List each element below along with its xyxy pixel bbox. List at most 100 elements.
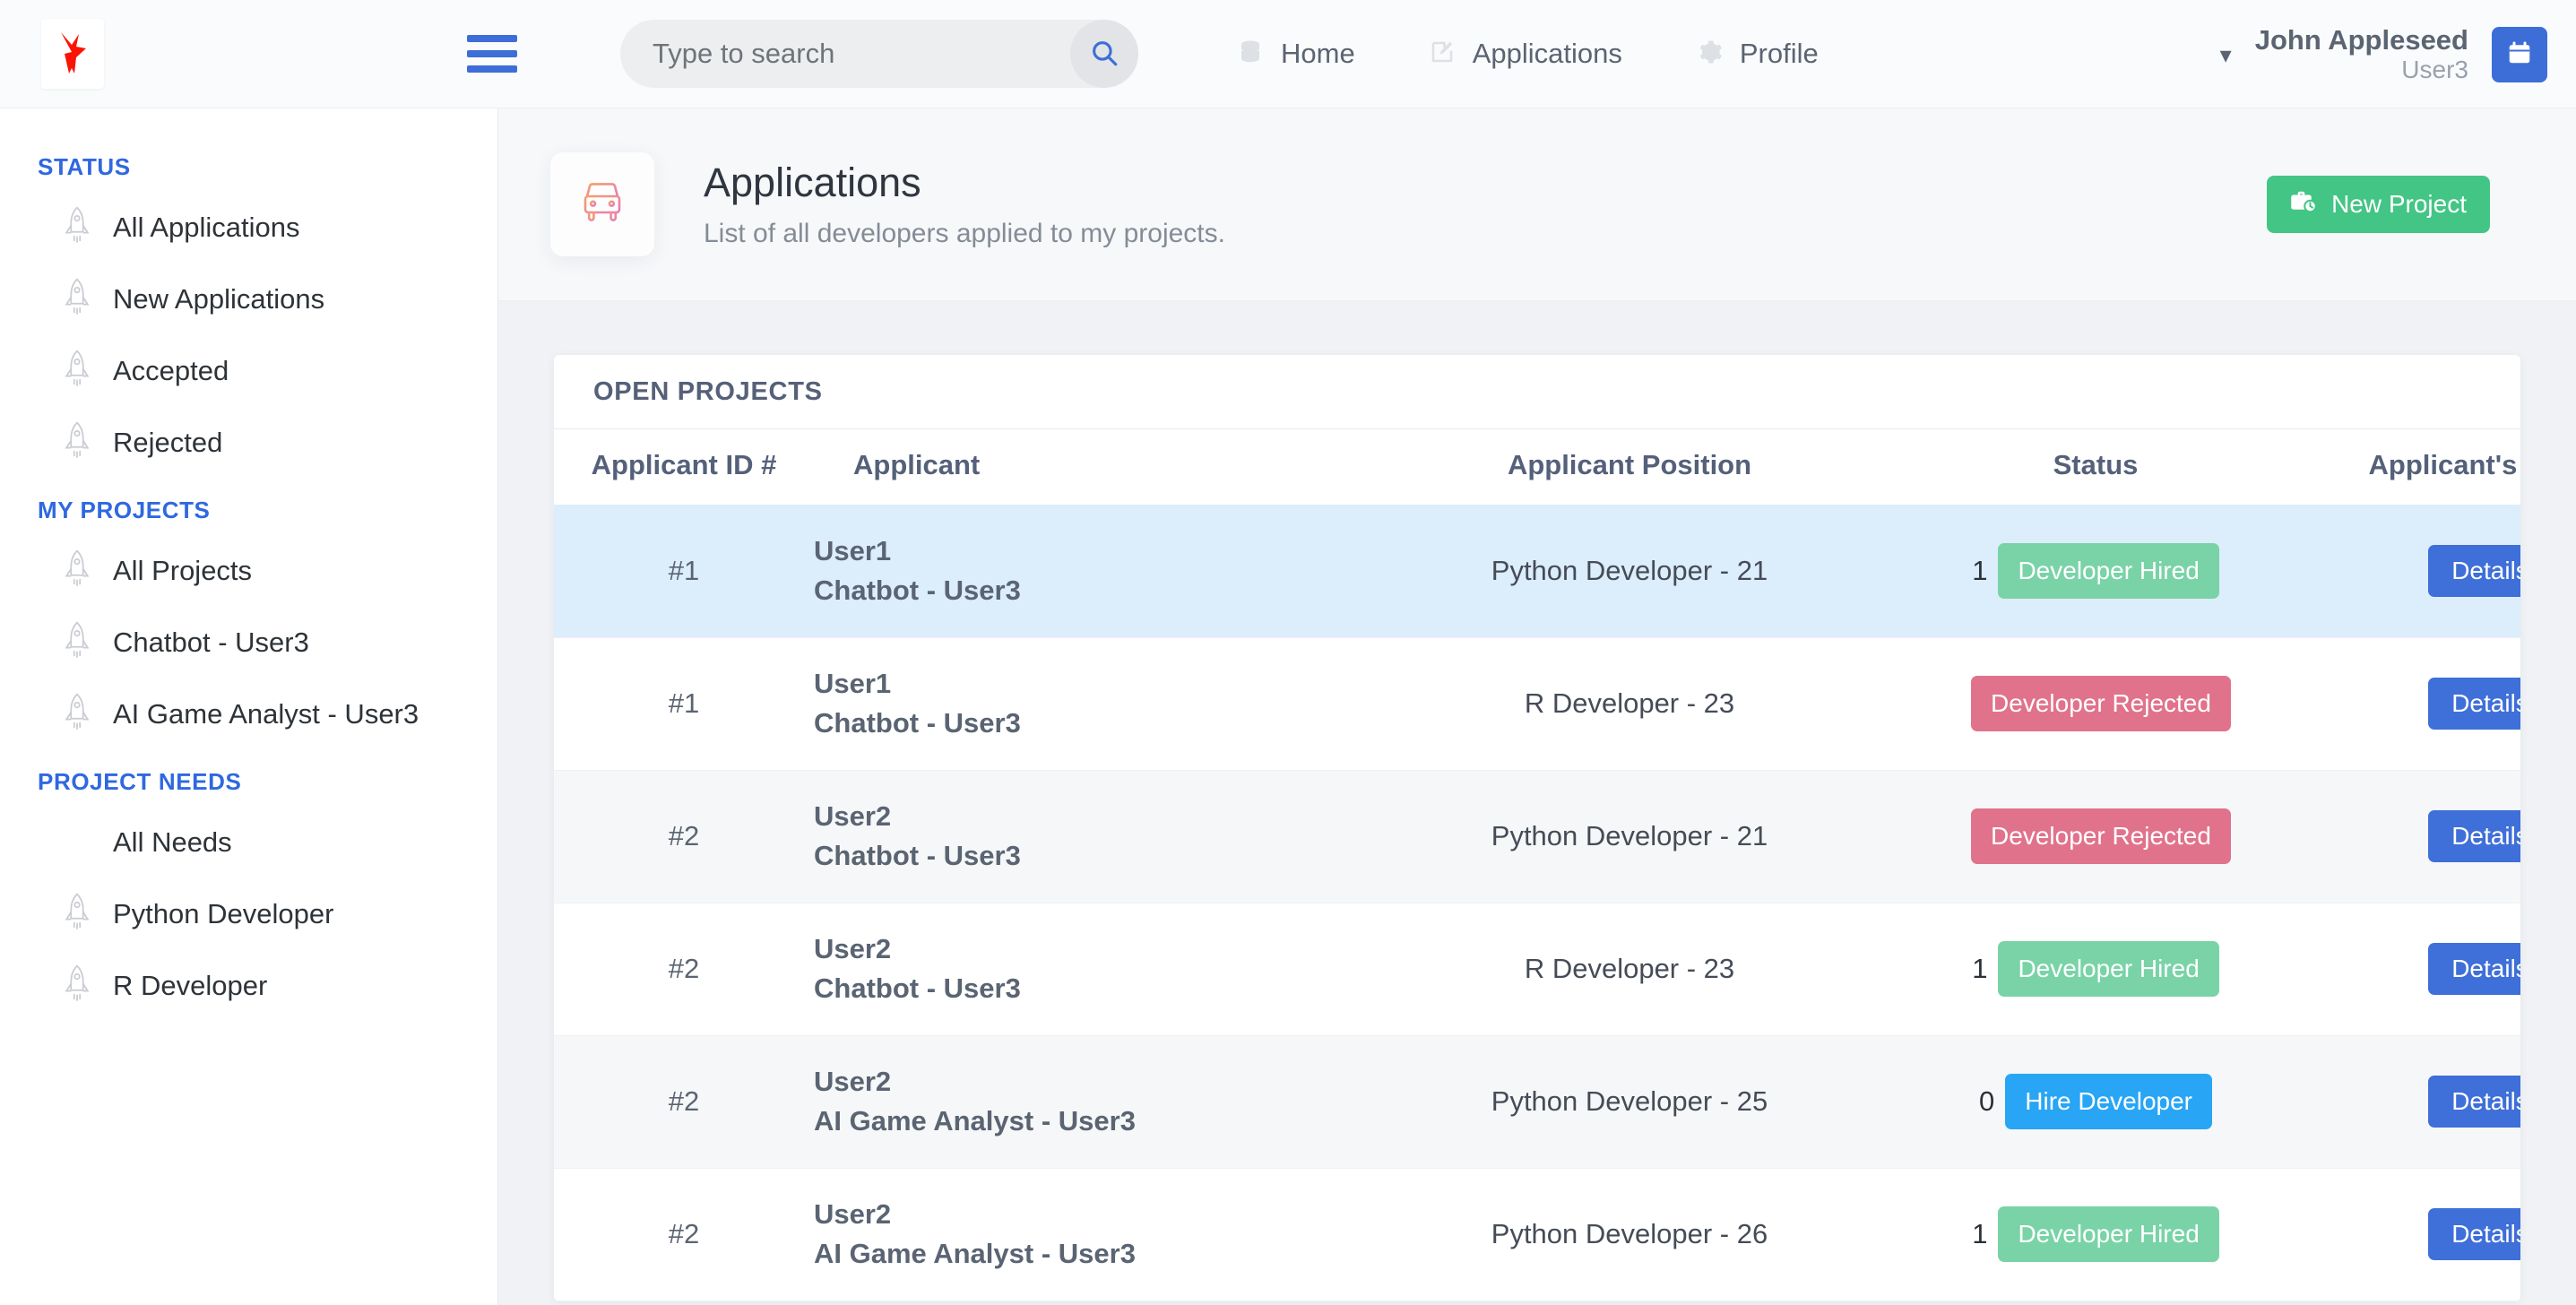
nav-item-home-label: Home (1281, 38, 1355, 69)
hamburger-menu-icon[interactable] (467, 35, 517, 73)
search-input[interactable] (620, 20, 1070, 88)
cell-status: Developer Rejected (1898, 637, 2293, 771)
card-header: OPEN PROJECTS (554, 355, 2520, 429)
rocket-icon (49, 421, 105, 464)
table-head: Applicant ID # Applicant Applicant Posit… (554, 429, 2520, 505)
applicant-name: User2 (814, 799, 892, 832)
main-navigation: Home Applications Profile (1237, 38, 1819, 70)
nav-item-profile[interactable]: Profile (1696, 38, 1819, 70)
applicant-name: User2 (814, 932, 892, 964)
card-title: OPEN PROJECTS (593, 376, 823, 406)
table-row[interactable]: #2 User2 Chatbot - User3 R Developer - 2… (554, 903, 2520, 1036)
briefcase-clock-icon (2290, 189, 2317, 220)
status-badge: Developer Rejected (1971, 808, 2231, 864)
page-icon-tile (550, 152, 654, 256)
table-body: #1 User1 Chatbot - User3 Python Develope… (554, 505, 2520, 1301)
details-button[interactable]: Details (2428, 678, 2520, 730)
cell-profile: Details (2293, 1035, 2520, 1169)
col-applicant-position: Applicant Position (1361, 429, 1898, 505)
sidebar-item-label: All Applications (113, 212, 300, 243)
user-name: John Appleseed (2254, 23, 2468, 56)
applicant-project: AI Game Analyst - User3 (814, 1238, 1136, 1269)
sidebar-item-label: AI Game Analyst - User3 (113, 698, 419, 730)
details-button[interactable]: Details (2428, 810, 2520, 862)
gear-icon (1696, 39, 1723, 70)
table-row[interactable]: #2 User2 Chatbot - User3 Python Develope… (554, 770, 2520, 903)
col-applicants-profile: Applicant's Profile (2293, 429, 2520, 505)
sidebar-item-all-needs[interactable]: All Needs (0, 807, 497, 878)
hire-developer-button[interactable]: Hire Developer (2005, 1074, 2212, 1129)
col-applicant: Applicant (814, 429, 1361, 505)
sidebar-item-python-developer[interactable]: Python Developer (0, 878, 497, 950)
col-status: Status (1898, 429, 2293, 505)
sidebar-item-label: R Developer (113, 970, 268, 1001)
sidebar-item-ai-game-analyst-user3[interactable]: AI Game Analyst - User3 (0, 678, 497, 750)
user-menu[interactable]: ▾ John Appleseed User3 (2220, 0, 2547, 108)
cell-position: Python Developer - 21 (1361, 505, 1898, 638)
new-project-button-label: New Project (2331, 190, 2467, 218)
sidebar-item-chatbot-user3[interactable]: Chatbot - User3 (0, 607, 497, 678)
sidebar-item-label: Accepted (113, 355, 229, 386)
app-logo[interactable] (41, 19, 104, 89)
cell-position: Python Developer - 25 (1361, 1035, 1898, 1169)
table-row[interactable]: #1 User1 Chatbot - User3 R Developer - 2… (554, 637, 2520, 771)
sidebar-item-new-applications[interactable]: New Applications (0, 264, 497, 335)
cell-status: 0 Hire Developer (1898, 1035, 2293, 1169)
cell-applicant: User2 AI Game Analyst - User3 (814, 1168, 1361, 1301)
applicant-project: Chatbot - User3 (814, 840, 1021, 871)
cell-applicant-id: #1 (554, 637, 814, 771)
applicant-project: Chatbot - User3 (814, 707, 1021, 739)
sidebar-item-label: New Applications (113, 283, 325, 315)
applicant-name: User2 (814, 1065, 892, 1097)
sidebar-item-label: Rejected (113, 427, 223, 458)
cell-applicant: User1 Chatbot - User3 (814, 505, 1361, 638)
cell-position: R Developer - 23 (1361, 903, 1898, 1036)
cell-applicant-id: #1 (554, 505, 814, 638)
col-applicant-id: Applicant ID # (554, 429, 814, 505)
details-button[interactable]: Details (2428, 943, 2520, 995)
table-row[interactable]: #2 User2 AI Game Analyst - User3 Python … (554, 1035, 2520, 1169)
sidebar-section-project-needs-title: PROJECT NEEDS (38, 768, 242, 795)
cell-profile: Details (2293, 637, 2520, 771)
applicant-name: User1 (814, 667, 892, 699)
cell-profile: Details (2293, 1168, 2520, 1301)
car-icon (575, 179, 629, 230)
sidebar-item-r-developer[interactable]: R Developer (0, 950, 497, 1022)
rocket-icon (49, 621, 105, 664)
applicant-name: User2 (814, 1197, 892, 1230)
sidebar-item-accepted[interactable]: Accepted (0, 335, 497, 407)
nav-item-applications[interactable]: Applications (1429, 38, 1622, 70)
table-row[interactable]: #1 User1 Chatbot - User3 Python Develope… (554, 505, 2520, 638)
cell-profile: Details (2293, 903, 2520, 1036)
table-row[interactable]: #2 User2 AI Game Analyst - User3 Python … (554, 1168, 2520, 1301)
body-area: STATUS All Applications (0, 108, 2576, 1305)
sidebar-item-all-applications[interactable]: All Applications (0, 192, 497, 264)
sidebar-item-rejected[interactable]: Rejected (0, 407, 497, 479)
sidebar-section-status-title: STATUS (38, 153, 131, 180)
sidebar: STATUS All Applications (0, 108, 498, 1305)
database-icon (1237, 39, 1264, 70)
applicant-project: Chatbot - User3 (814, 574, 1021, 606)
status-count: 0 (1979, 1085, 1995, 1117)
cell-status: Developer Rejected (1898, 770, 2293, 903)
details-button[interactable]: Details (2428, 1208, 2520, 1260)
details-button[interactable]: Details (2428, 1076, 2520, 1128)
page-header: Applications List of all developers appl… (498, 108, 2576, 301)
new-project-button[interactable]: New Project (2267, 176, 2490, 233)
details-button[interactable]: Details (2428, 544, 2520, 597)
calendar-icon (2506, 39, 2533, 69)
sidebar-section-my-projects-title: MY PROJECTS (38, 497, 211, 523)
rocket-icon (49, 549, 105, 592)
nav-item-applications-label: Applications (1472, 38, 1622, 69)
sidebar-item-label: Python Developer (113, 898, 334, 929)
nav-item-home[interactable]: Home (1237, 38, 1355, 70)
cell-status: 1 Developer Hired (1898, 903, 2293, 1036)
calendar-button[interactable] (2492, 26, 2547, 82)
search-box[interactable] (620, 20, 1138, 88)
status-badge: Developer Hired (1998, 941, 2219, 997)
nav-item-profile-label: Profile (1739, 38, 1819, 69)
chevron-down-icon[interactable]: ▾ (2219, 40, 2232, 68)
sidebar-item-all-projects[interactable]: All Projects (0, 535, 497, 607)
page-title: Applications (704, 160, 921, 205)
search-button[interactable] (1070, 20, 1138, 88)
